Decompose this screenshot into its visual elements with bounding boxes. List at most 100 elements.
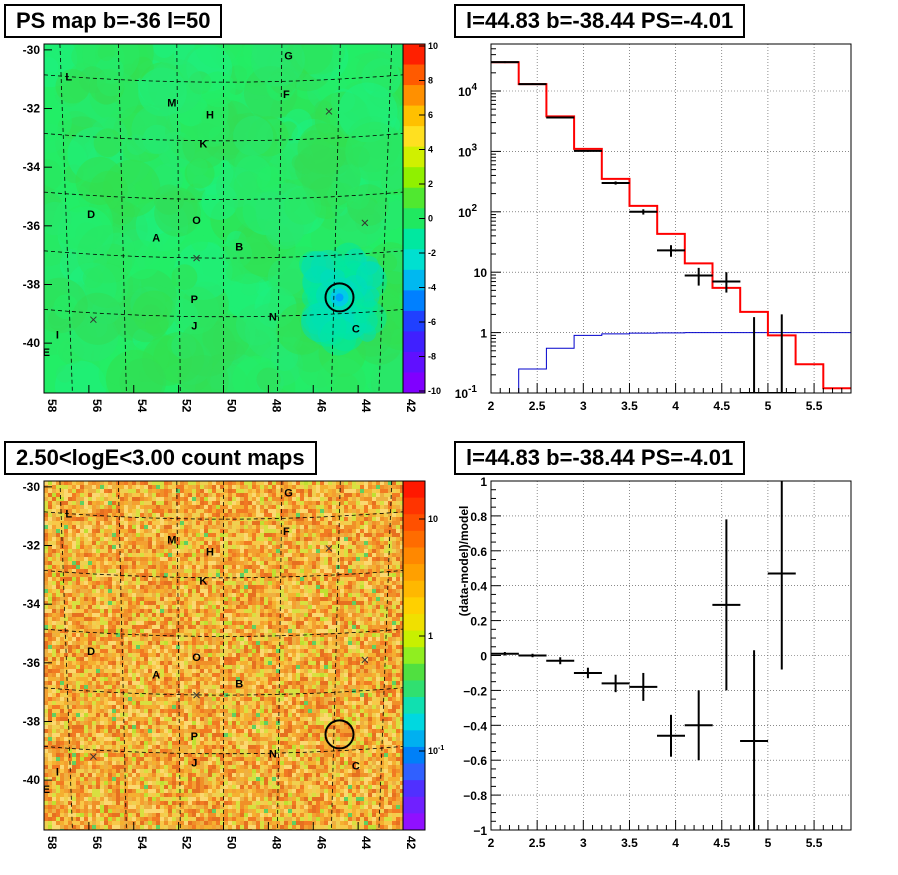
map-cell bbox=[152, 621, 156, 625]
map-cell bbox=[352, 665, 356, 669]
map-cell bbox=[216, 533, 220, 537]
map-cell bbox=[272, 597, 276, 601]
map-cell bbox=[132, 553, 136, 557]
map-cell bbox=[308, 641, 312, 645]
map-cell bbox=[248, 581, 252, 585]
map-cell bbox=[256, 609, 260, 613]
map-cell bbox=[72, 597, 76, 601]
map-cell bbox=[268, 577, 272, 581]
map-cell bbox=[208, 537, 212, 541]
map-cell bbox=[248, 489, 252, 493]
map-cell bbox=[48, 493, 52, 497]
map-cell bbox=[168, 525, 172, 529]
map-cell bbox=[312, 661, 316, 665]
map-cell bbox=[200, 549, 204, 553]
map-cell bbox=[332, 653, 336, 657]
map-cell bbox=[260, 577, 264, 581]
map-cell bbox=[100, 537, 104, 541]
map-cell bbox=[180, 485, 184, 489]
map-cell bbox=[212, 577, 216, 581]
map-cell bbox=[324, 657, 328, 661]
map-cell bbox=[284, 569, 288, 573]
map-cell bbox=[320, 585, 324, 589]
map-cell bbox=[200, 597, 204, 601]
map-blob bbox=[378, 253, 398, 273]
map-cell bbox=[108, 581, 112, 585]
map-cell bbox=[120, 613, 124, 617]
map-cell bbox=[152, 597, 156, 601]
map-cell bbox=[272, 573, 276, 577]
map-cell bbox=[184, 549, 188, 553]
map-cell bbox=[368, 585, 372, 589]
map-cell bbox=[176, 505, 180, 509]
map-cell bbox=[212, 669, 216, 673]
map-cell bbox=[304, 557, 308, 561]
map-cell bbox=[312, 649, 316, 653]
map-cell bbox=[88, 625, 92, 629]
map-cell bbox=[140, 629, 144, 633]
map-cell bbox=[180, 497, 184, 501]
map-cell bbox=[288, 557, 292, 561]
map-cell bbox=[64, 637, 68, 641]
map-cell bbox=[136, 585, 140, 589]
map-cell bbox=[52, 541, 56, 545]
map-cell bbox=[96, 489, 100, 493]
map-cell bbox=[80, 509, 84, 513]
map-cell bbox=[376, 665, 380, 669]
map-cell bbox=[68, 553, 72, 557]
map-cell bbox=[96, 673, 100, 677]
map-cell bbox=[168, 537, 172, 541]
map-cell bbox=[124, 545, 128, 549]
map-cell bbox=[280, 669, 284, 673]
x-tick-label: 52 bbox=[180, 399, 194, 413]
map-cell bbox=[212, 649, 216, 653]
source-cross-marker bbox=[325, 108, 333, 115]
map-cell bbox=[344, 505, 348, 509]
map-cell bbox=[72, 625, 76, 629]
map-cell bbox=[96, 641, 100, 645]
map-cell bbox=[392, 525, 396, 529]
map-cell bbox=[136, 513, 140, 517]
map-cell bbox=[304, 497, 308, 501]
map-cell bbox=[160, 609, 164, 613]
map-cell bbox=[376, 481, 380, 485]
map-cell bbox=[208, 485, 212, 489]
map-cell bbox=[280, 645, 284, 649]
map-blob bbox=[346, 186, 370, 210]
map-cell bbox=[360, 505, 364, 509]
map-cell bbox=[152, 573, 156, 577]
map-cell bbox=[384, 541, 388, 545]
map-cell bbox=[156, 673, 160, 677]
map-cell bbox=[392, 641, 396, 645]
map-cell bbox=[116, 637, 120, 641]
x-tick-label: 58 bbox=[45, 399, 59, 413]
map-cell bbox=[288, 597, 292, 601]
map-cell bbox=[236, 541, 240, 545]
map-cell bbox=[224, 489, 228, 493]
map-cell bbox=[116, 673, 120, 677]
map-cell bbox=[324, 553, 328, 557]
map-cell bbox=[100, 629, 104, 633]
map-cell bbox=[384, 561, 388, 565]
map-cell bbox=[132, 585, 136, 589]
map-cell bbox=[316, 637, 320, 641]
map-cell bbox=[336, 649, 340, 653]
map-cell bbox=[336, 605, 340, 609]
map-cell bbox=[312, 545, 316, 549]
map-cell bbox=[88, 565, 92, 569]
map-cell bbox=[384, 617, 388, 621]
map-cell bbox=[340, 509, 344, 513]
map-cell bbox=[388, 609, 392, 613]
grid-latitude-line bbox=[44, 250, 403, 259]
map-cell bbox=[132, 557, 136, 561]
map-cell bbox=[364, 609, 368, 613]
map-cell bbox=[228, 589, 232, 593]
map-cell bbox=[256, 517, 260, 521]
map-cell bbox=[120, 553, 124, 557]
map-cell bbox=[400, 661, 403, 665]
map-cell bbox=[232, 513, 236, 517]
map-cell bbox=[204, 565, 208, 569]
map-cell bbox=[192, 525, 196, 529]
map-cell bbox=[304, 673, 308, 677]
map-cell bbox=[244, 541, 248, 545]
